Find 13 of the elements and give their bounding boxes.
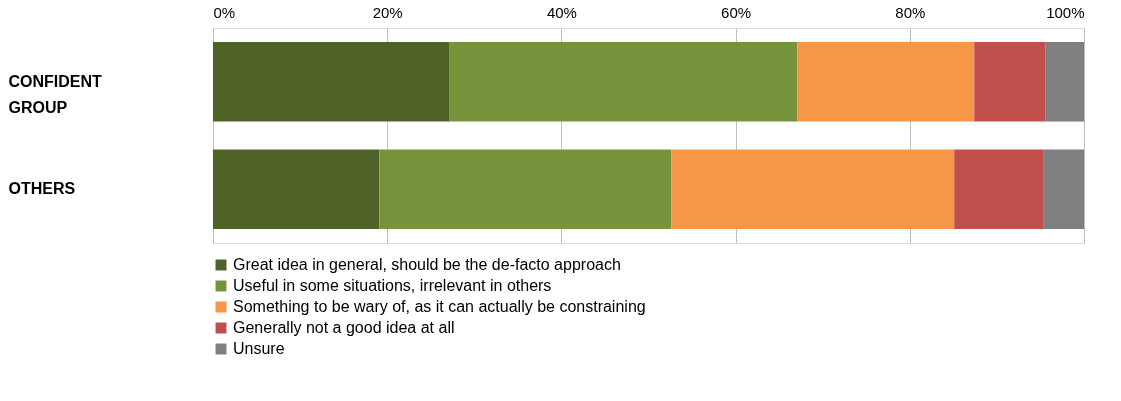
x-tick-label: 40% <box>546 3 577 21</box>
y-tick-label: CONFIDENT GROUP <box>8 72 103 116</box>
legend-label: Useful in some situations, irrelevant in others <box>233 277 552 294</box>
x-tick-label: 100% <box>1046 3 1085 21</box>
x-tick-label: 60% <box>721 3 752 21</box>
x-tick-label: 0% <box>213 3 236 21</box>
y-tick-label: OTHERS <box>8 180 76 198</box>
legend-label: Great idea in general, should be the de-facto approach <box>233 256 621 273</box>
legend-label: Unsure <box>233 340 285 357</box>
x-tick-label: 20% <box>372 3 403 21</box>
x-tick-label: 80% <box>895 3 926 21</box>
legend-label: Generally not a good idea at all <box>233 319 455 336</box>
legend-label: Something to be wary of, as it can actually be constraining <box>233 298 646 315</box>
